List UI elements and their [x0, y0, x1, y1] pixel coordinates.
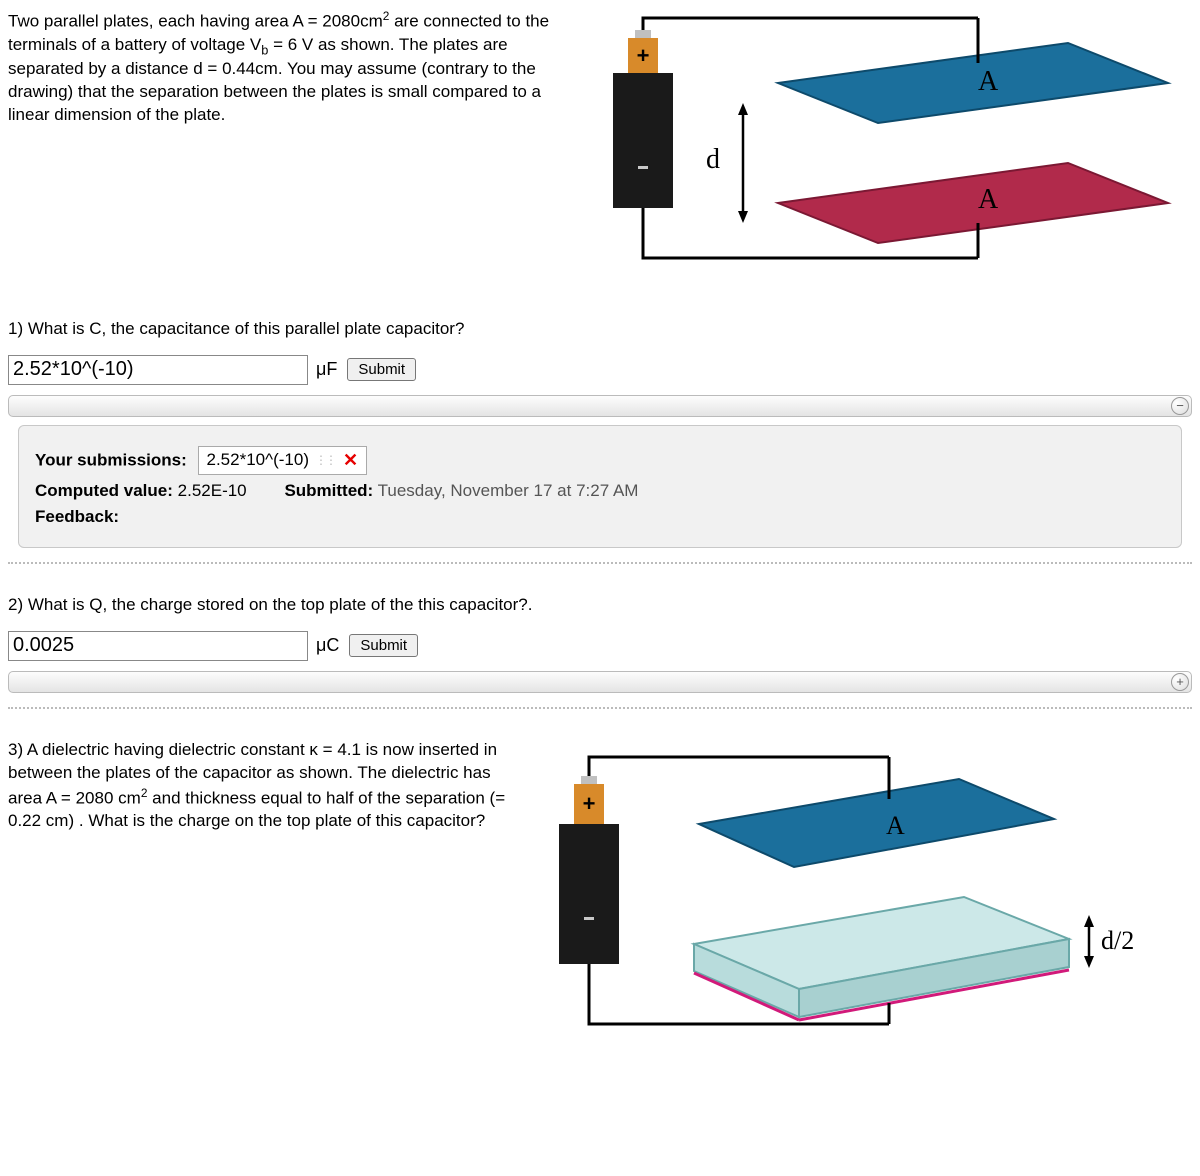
label-A-bottom: A [978, 184, 999, 215]
label-A-top: A [978, 66, 999, 97]
capacitor-diagram-2: + A d/2 [534, 739, 1192, 1049]
computed-value: 2.52E-10 [178, 481, 247, 500]
feedback-label: Feedback: [35, 507, 119, 526]
svg-text:+: + [583, 791, 596, 816]
q1-collapse-bar[interactable]: − [8, 395, 1192, 417]
q1-feedback-panel: Your submissions: 2.52*10^(-10) ⋮⋮ ✕ Com… [18, 425, 1182, 548]
label-d: d [706, 144, 720, 175]
q2-submit-button[interactable]: Submit [349, 634, 418, 657]
q1-prompt: 1) What is C, the capacitance of this pa… [8, 318, 1192, 341]
q2-answer-input[interactable] [8, 631, 308, 661]
x-icon: ✕ [343, 450, 358, 471]
q2-unit: μC [316, 635, 339, 656]
submission-chip: 2.52*10^(-10) ⋮⋮ ✕ [198, 446, 368, 475]
q2-collapse-bar[interactable]: + [8, 671, 1192, 693]
svg-text:d/2: d/2 [1101, 926, 1134, 955]
divider [8, 562, 1192, 564]
q1-submit-button[interactable]: Submit [347, 358, 416, 381]
problem-intro: Two parallel plates, each having area A … [8, 8, 568, 127]
plus-icon[interactable]: + [1171, 673, 1189, 691]
svg-text:A: A [886, 811, 905, 840]
submissions-label: Your submissions: [35, 450, 187, 469]
q1-answer-input[interactable] [8, 355, 308, 385]
divider [8, 707, 1192, 709]
submitted-label: Submitted: [284, 481, 373, 500]
svg-text:+: + [637, 43, 650, 68]
minus-icon[interactable]: − [1171, 397, 1189, 415]
submitted-value: Tuesday, November 17 at 7:27 AM [378, 481, 639, 500]
q3-prompt: 3) A dielectric having dielectric consta… [8, 739, 518, 833]
q2-prompt: 2) What is Q, the charge stored on the t… [8, 594, 1192, 617]
q1-unit: μF [316, 359, 337, 380]
computed-label: Computed value: [35, 481, 173, 500]
capacitor-diagram-1: + A A d [588, 8, 1192, 278]
